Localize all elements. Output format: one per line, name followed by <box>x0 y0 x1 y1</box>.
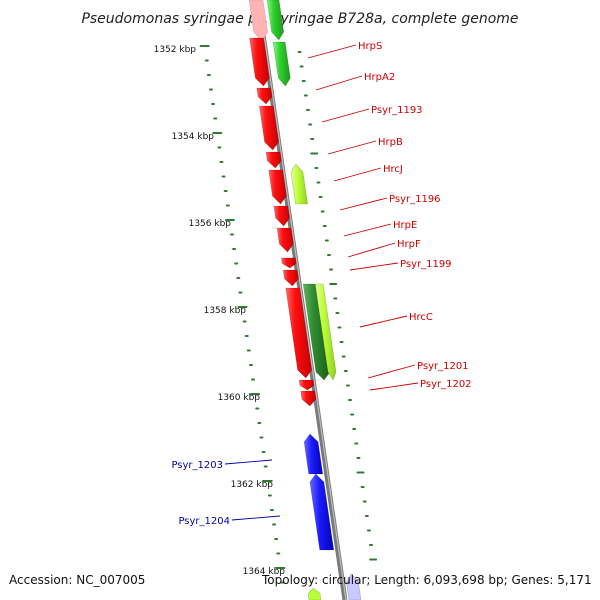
leader-line-hrpe <box>343 223 392 237</box>
tick-label: 1362 kbp <box>231 480 274 490</box>
gene-arrow-hrps <box>249 37 270 87</box>
gene-arrow-psyr_1201 <box>298 379 315 391</box>
leader-line-psyr_1196 <box>339 197 388 211</box>
leader-line-psyr_1199 <box>349 262 399 271</box>
leader-line-psyr_1203 <box>224 459 273 465</box>
gene-arrow-psyr_1202 <box>300 390 317 407</box>
leader-line-hrpf <box>347 242 396 258</box>
gene-arrow-hrpa2 <box>256 87 273 105</box>
gene-labels: HrpS HrpA2 Psyr_1193 HrpB HrcJ Psyr_1196 HrpE H… <box>171 41 471 527</box>
leader-line-psyr_1204 <box>231 515 281 521</box>
gene-label-hrpf: HrpF <box>397 239 421 250</box>
leader-line-hrpa2 <box>315 75 363 91</box>
tick-label: 1364 kbp <box>243 567 286 577</box>
gene-label-hrcj: HrcJ <box>383 164 403 175</box>
gene-arrow-hrpb <box>265 151 282 169</box>
leader-line-psyr_1201 <box>367 364 416 379</box>
gene-arrow-bottom-blue <box>346 573 362 600</box>
genome-summary-text: Topology: circular; Length: 6,093,698 bp… <box>262 573 592 587</box>
gene-arrow-bottom-lime <box>307 587 322 600</box>
tick-label: 1360 kbp <box>218 393 261 403</box>
gene-label-psyr_1204: Psyr_1204 <box>178 516 230 527</box>
gene-label-psyr_1196: Psyr_1196 <box>389 194 441 205</box>
gene-label-hrcc: HrcC <box>409 312 433 323</box>
feature-lane <box>248 0 362 600</box>
gene-label-hrps: HrpS <box>358 41 382 52</box>
accession-text: Accession: NC_007005 <box>9 573 146 587</box>
tick-label: 1358 kbp <box>204 306 247 316</box>
gene-arrow-psyr_1203 <box>303 433 324 475</box>
gene-arrow-hrcj <box>268 169 287 205</box>
gene-arrow-hrpf <box>281 257 297 269</box>
gene-label-hrpb: HrpB <box>378 137 403 148</box>
gene-arrow-green-a <box>266 0 284 41</box>
gene-arrow-lime-a <box>290 163 308 205</box>
gene-label-psyr_1203: Psyr_1203 <box>171 460 223 471</box>
tick-label: 1356 kbp <box>189 219 232 229</box>
scale-ticks: 1352 kbp 1354 kbp 1356 kbp 1358 kbp 1360 kbp… <box>154 45 378 584</box>
gene-arrow-lime-b <box>314 283 337 381</box>
gene-label-psyr_1193: Psyr_1193 <box>371 105 423 116</box>
gene-arrow-psyr_1196 <box>273 205 290 227</box>
gene-arrow-psyr_1204 <box>309 473 335 551</box>
gene-arrow-psyr_1199 <box>282 269 299 287</box>
gene-arrow-hrcc <box>285 287 312 379</box>
map-title: Pseudomonas syringae pv. syringae B728a,… <box>81 11 518 27</box>
gene-arrow-hrpe <box>276 227 294 253</box>
gene-arrow-green-b <box>272 41 291 87</box>
leader-line-hrps <box>307 44 357 59</box>
tick-label: 1354 kbp <box>172 132 215 142</box>
gene-label-hrpe: HrpE <box>393 220 417 231</box>
gene-arrow-darkgreen <box>302 283 331 381</box>
leader-line-hrcc <box>359 315 408 328</box>
leader-line-psyr_1202 <box>369 382 419 391</box>
leader-line-hrpb <box>327 140 377 155</box>
gene-arrow-offscreen <box>248 0 268 43</box>
gene-label-psyr_1201: Psyr_1201 <box>417 361 469 372</box>
leader-line-psyr_1193 <box>321 108 370 123</box>
gene-label-psyr_1199: Psyr_1199 <box>400 259 452 270</box>
leader-line-hrcj <box>333 167 382 182</box>
gene-label-hrpa2: HrpA2 <box>364 72 395 83</box>
gene-label-psyr_1202: Psyr_1202 <box>420 379 472 390</box>
backbone-highlight <box>258 0 347 600</box>
gene-arrow-psyr_1193 <box>259 105 279 151</box>
tick-label: 1352 kbp <box>154 45 197 55</box>
